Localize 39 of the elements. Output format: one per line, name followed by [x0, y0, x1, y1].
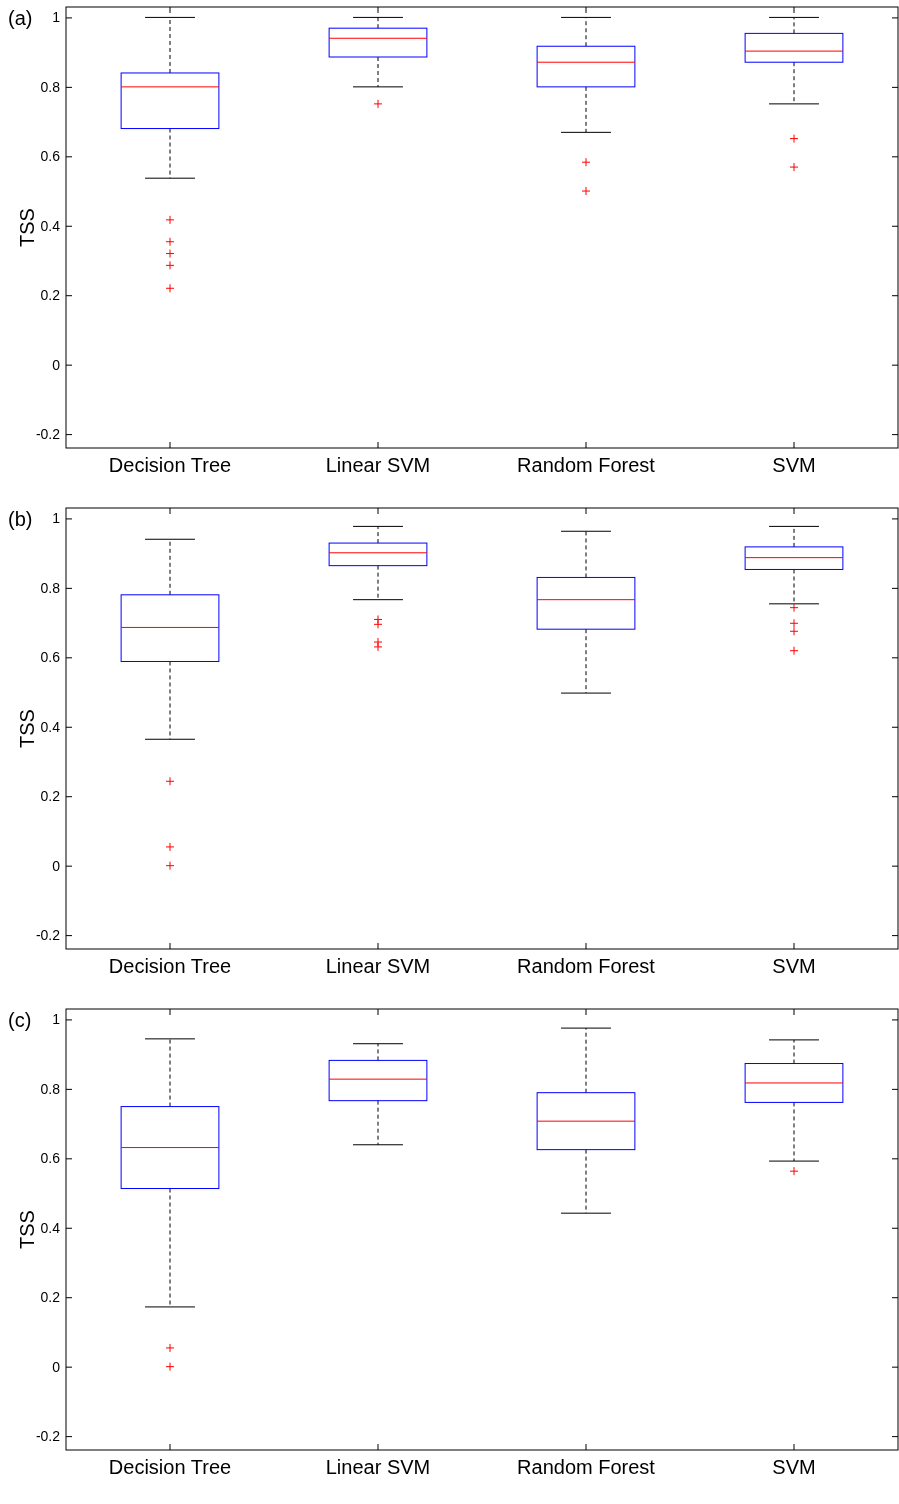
- x-tick-label: Decision Tree: [108, 1456, 232, 1479]
- x-tick-label: Decision Tree: [108, 955, 232, 978]
- x-tick-label: Decision Tree: [108, 454, 232, 477]
- y-tick-label: 0: [52, 1358, 61, 1375]
- x-tick-label: Linear SVM: [325, 955, 431, 978]
- y-tick-label: -0.2: [35, 426, 61, 443]
- y-tick-label: 0.4: [40, 217, 61, 234]
- y-tick-label: 0.4: [40, 1219, 61, 1236]
- y-tick-label: 0: [52, 857, 61, 874]
- x-tick-label: SVM: [772, 454, 816, 477]
- y-tick-label: 0.6: [40, 1150, 61, 1167]
- y-tick-label: 1: [52, 510, 61, 527]
- y-tick-label: 0.4: [40, 718, 61, 735]
- y-tick-label: 0.8: [40, 579, 61, 596]
- y-tick-label: -0.2: [35, 1428, 61, 1445]
- x-tick-label: SVM: [772, 955, 816, 978]
- y-tick-label: 0.2: [40, 788, 61, 805]
- x-tick-label: SVM: [772, 1456, 816, 1479]
- x-tick-label: Random Forest: [517, 955, 656, 978]
- x-tick-label: Linear SVM: [325, 454, 431, 477]
- y-tick-label: 0.6: [40, 649, 61, 666]
- y-tick-label: 0.2: [40, 287, 61, 304]
- y-axis-title: TSS: [16, 1210, 38, 1249]
- y-tick-label: 0.2: [40, 1289, 61, 1306]
- y-axis-title: TSS: [16, 208, 38, 247]
- y-tick-label: 0.8: [40, 1080, 61, 1097]
- x-tick-label: Random Forest: [517, 454, 656, 477]
- y-tick-label: 1: [52, 1011, 61, 1028]
- y-tick-label: 0.6: [40, 148, 61, 165]
- y-tick-label: 1: [52, 9, 61, 26]
- chart-title: (a): [8, 7, 33, 29]
- chart-title: (b): [8, 508, 33, 530]
- x-tick-label: Random Forest: [517, 1456, 656, 1479]
- chart-title: (c): [8, 1009, 32, 1031]
- y-tick-label: -0.2: [35, 927, 61, 944]
- y-axis-title: TSS: [16, 709, 38, 748]
- y-tick-label: 0: [52, 356, 61, 373]
- y-tick-label: 0.8: [40, 78, 61, 95]
- x-tick-label: Linear SVM: [325, 1456, 431, 1479]
